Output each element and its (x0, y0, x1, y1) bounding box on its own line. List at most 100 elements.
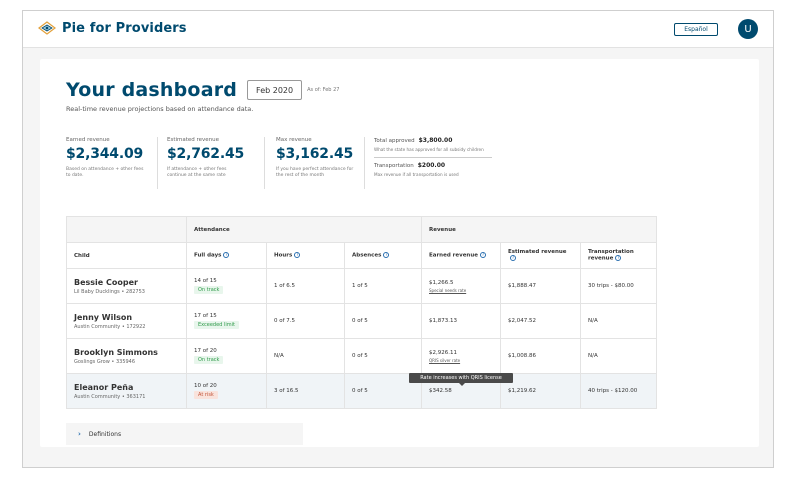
col-absences: Absences? (344, 242, 422, 269)
brand-name: Pie for Providers (62, 20, 187, 36)
earned-cell: $1,873.13 (421, 303, 501, 339)
child-name: Bessie Cooper (74, 277, 138, 287)
col-full-days: Full days? (186, 242, 267, 269)
definitions-label: Definitions (88, 430, 122, 438)
table-group-header: Attendance Revenue (66, 216, 658, 243)
full-days-cell: 17 of 15 Exceeded limit (186, 303, 267, 339)
page-subtitle: Real-time revenue projections based on a… (66, 105, 254, 113)
status-badge: On track (194, 356, 224, 364)
child-name: Eleanor Peña (74, 382, 134, 392)
table-row[interactable]: Eleanor Peña Austin Community • 363171 10… (66, 373, 658, 409)
col-hours: Hours? (266, 242, 345, 269)
metric-desc: If you have perfect attendance for the r… (276, 167, 354, 178)
child-cell: Eleanor Peña Austin Community • 363171 (66, 373, 187, 409)
metric-value: $3,162.45 (276, 146, 354, 162)
divider (157, 137, 158, 189)
col-earned-revenue: Earned revenue? (421, 242, 501, 269)
child-cell: Bessie Cooper Lil Baby Ducklings • 282753 (66, 268, 187, 304)
absences-cell: 0 of 5 (344, 338, 422, 374)
divider (364, 137, 365, 189)
metric-value: $2,762.45 (167, 146, 245, 162)
child-name: Brooklyn Simmons (74, 347, 158, 357)
metric-label: Max revenue (276, 137, 312, 143)
chevron-right-icon: › (78, 430, 81, 438)
earned-cell: $1,266.5 Special needs rate (421, 268, 501, 304)
earned-revenue-metric: Earned revenue $2,344.09 Based on attend… (66, 137, 146, 179)
user-avatar[interactable]: U (738, 19, 758, 39)
total-approved-label: Total approved (374, 138, 415, 144)
group-attendance: Attendance (186, 216, 422, 243)
child-info: Lil Baby Ducklings • 282753 (74, 288, 145, 295)
app-window: Pie for Providers Español U Your dashboa… (22, 10, 774, 468)
full-days-cell: 10 of 20 At risk (186, 373, 267, 409)
full-days-cell: 14 of 15 On track (186, 268, 267, 304)
estimated-cell: $1,888.47 (500, 268, 581, 304)
max-revenue-metric: Max revenue $3,162.45 If you have perfec… (276, 137, 356, 179)
child-info: Austin Community • 363171 (74, 393, 146, 400)
dashboard-card: Your dashboard Feb 2020 As of: Feb 27 Re… (40, 59, 759, 447)
estimated-cell: $2,047.52 (500, 303, 581, 339)
page-title: Your dashboard (66, 79, 238, 101)
absences-cell: 1 of 5 (344, 268, 422, 304)
transport-cell: 40 trips - $120.00 (579, 373, 658, 409)
estimated-revenue-metric: Estimated revenue $2,762.45 If attendanc… (167, 137, 247, 179)
total-approved-desc: What the state has approved for all subs… (374, 147, 484, 152)
full-days-cell: 17 of 20 On track (186, 338, 267, 374)
estimated-cell: $1,219.62 (500, 373, 581, 409)
group-empty (66, 216, 187, 243)
top-bar: Pie for Providers Español U (23, 11, 773, 48)
hours-cell: N/A (266, 338, 345, 374)
estimated-cell: $1,008.86 (500, 338, 581, 374)
transportation-desc: Max revenue if all transportation is use… (374, 171, 459, 177)
group-revenue: Revenue (420, 216, 658, 243)
child-cell: Brooklyn Simmons Goslings Grow • 335946 (66, 338, 187, 374)
as-of-date: As of: Feb 27 (307, 87, 340, 93)
help-icon[interactable]: ? (294, 252, 301, 259)
absences-cell: 0 of 5 (344, 303, 422, 339)
help-icon[interactable]: ? (480, 252, 486, 259)
status-badge: At risk (194, 391, 218, 399)
help-icon[interactable]: ? (383, 252, 390, 259)
table-row[interactable]: Jenny Wilson Austin Community • 172922 17… (66, 303, 658, 339)
child-info: Goslings Grow • 335946 (74, 358, 136, 365)
definitions-toggle[interactable]: › Definitions (66, 423, 303, 445)
pie-logo-icon (38, 21, 56, 35)
status-badge: Exceeded limit (194, 321, 239, 329)
col-child: Child (66, 242, 187, 269)
col-estimated-revenue: Estimated revenue? (500, 242, 581, 269)
transport-cell: N/A (579, 303, 658, 339)
total-approved-value: $3,800.00 (418, 137, 453, 144)
hours-cell: 1 of 6.5 (266, 268, 345, 304)
metric-label: Earned revenue (66, 137, 110, 143)
language-button[interactable]: Español (674, 23, 718, 36)
child-cell: Jenny Wilson Austin Community • 172922 (66, 303, 187, 339)
transport-cell: N/A (579, 338, 658, 374)
divider (374, 156, 492, 158)
transportation-label: Transportation (374, 162, 414, 169)
help-icon[interactable]: ? (510, 255, 516, 262)
metric-value: $2,344.09 (66, 146, 144, 162)
transportation: Transportation $200.00 (374, 162, 492, 169)
divider (264, 137, 265, 189)
metric-desc: Based on attendance + other fees to date… (66, 167, 144, 178)
total-approved: Total approved $3,800.00 (374, 137, 492, 144)
help-icon[interactable]: ? (615, 255, 622, 262)
approved-summary: Total approved $3,800.00 What the state h… (374, 137, 492, 177)
hours-cell: 0 of 7.5 (266, 303, 345, 339)
transportation-value: $200.00 (417, 161, 446, 169)
table-row[interactable]: Bessie Cooper Lil Baby Ducklings • 282753… (66, 268, 658, 304)
month-selector[interactable]: Feb 2020 (247, 80, 303, 100)
brand-logo[interactable]: Pie for Providers (37, 20, 187, 36)
rate-tooltip: Rate increases with QRIS license (409, 373, 513, 386)
hours-cell: 3 of 16.5 (266, 373, 345, 409)
table-row[interactable]: Brooklyn Simmons Goslings Grow • 335946 1… (66, 338, 658, 374)
transport-cell: 30 trips - $80.00 (579, 268, 658, 304)
status-badge: On track (194, 286, 224, 294)
rate-note: Special needs rate (429, 287, 467, 293)
help-icon[interactable]: ? (223, 252, 230, 259)
table-header: Child Full days? Hours? Absences? Earned… (66, 242, 658, 269)
metric-desc: If attendance + other fees continue at t… (167, 167, 227, 178)
child-name: Jenny Wilson (74, 312, 133, 322)
col-transportation-revenue: Transportation revenue? (579, 242, 658, 269)
rate-note[interactable]: QRIS silver rate (429, 357, 461, 363)
